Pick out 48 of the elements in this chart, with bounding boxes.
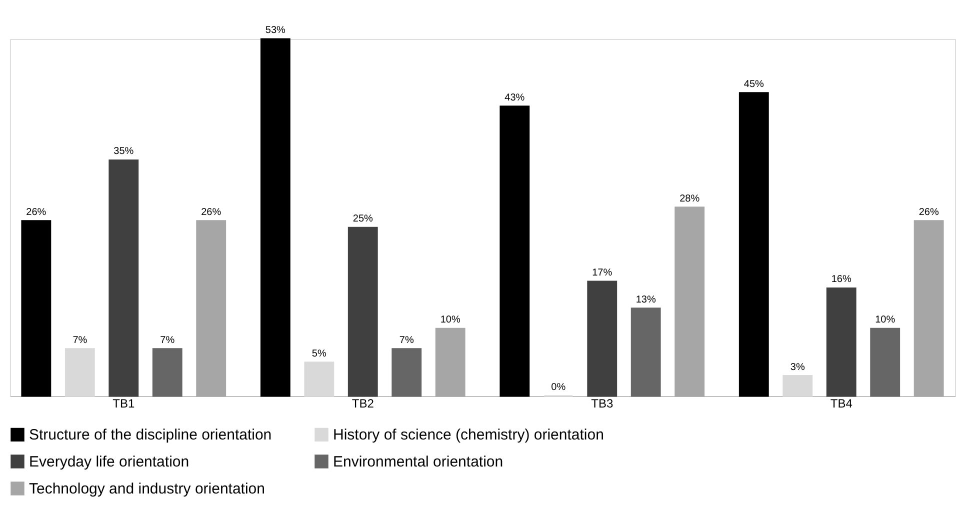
bar (260, 38, 290, 397)
bar (304, 362, 334, 397)
bar (21, 220, 52, 397)
bar (500, 106, 530, 397)
bar (870, 328, 900, 397)
bar (64, 348, 95, 397)
data-label: 17% (592, 267, 612, 278)
bar (108, 159, 139, 397)
data-label: 16% (831, 274, 852, 286)
data-label: 26% (918, 206, 939, 218)
data-label: 35% (114, 146, 134, 158)
bar (392, 348, 422, 397)
x-tick-label: TB1 (112, 396, 135, 410)
x-tick-label: TB2 (352, 396, 374, 410)
bar (435, 328, 466, 397)
data-label: 13% (636, 294, 656, 306)
data-label: 26% (201, 206, 222, 218)
data-label: 0% (551, 382, 566, 393)
bar (152, 348, 182, 397)
data-label: 53% (265, 25, 286, 36)
legend-label: Technology and industry orientation (29, 480, 265, 498)
legend-label: Everyday life orientation (29, 454, 190, 470)
bar (587, 280, 618, 397)
data-label: 5% (312, 348, 326, 360)
data-label: 25% (352, 214, 373, 225)
bar (914, 220, 944, 397)
bar (630, 308, 661, 397)
x-tick-label: TB4 (830, 396, 853, 410)
data-label: 45% (744, 78, 764, 90)
bar (196, 220, 226, 397)
legend-label: Environmental orientation (333, 454, 504, 470)
data-label: 7% (72, 334, 88, 346)
bar (826, 287, 856, 397)
bar (348, 226, 378, 397)
bar (674, 206, 705, 397)
data-label: 43% (504, 92, 525, 104)
legend-label: Structure of the discipline orientation (29, 426, 272, 444)
legend-label: History of science (chemistry) orientation (333, 426, 604, 444)
data-label: 7% (399, 334, 414, 346)
data-label: 28% (680, 193, 700, 204)
data-label: 10% (440, 314, 460, 326)
data-label: 3% (790, 362, 805, 373)
data-label: 26% (26, 206, 46, 218)
data-label: 7% (160, 334, 175, 346)
bar (738, 92, 769, 397)
data-label: 10% (875, 314, 896, 326)
bar (782, 375, 813, 397)
x-tick-label: TB3 (591, 396, 614, 410)
